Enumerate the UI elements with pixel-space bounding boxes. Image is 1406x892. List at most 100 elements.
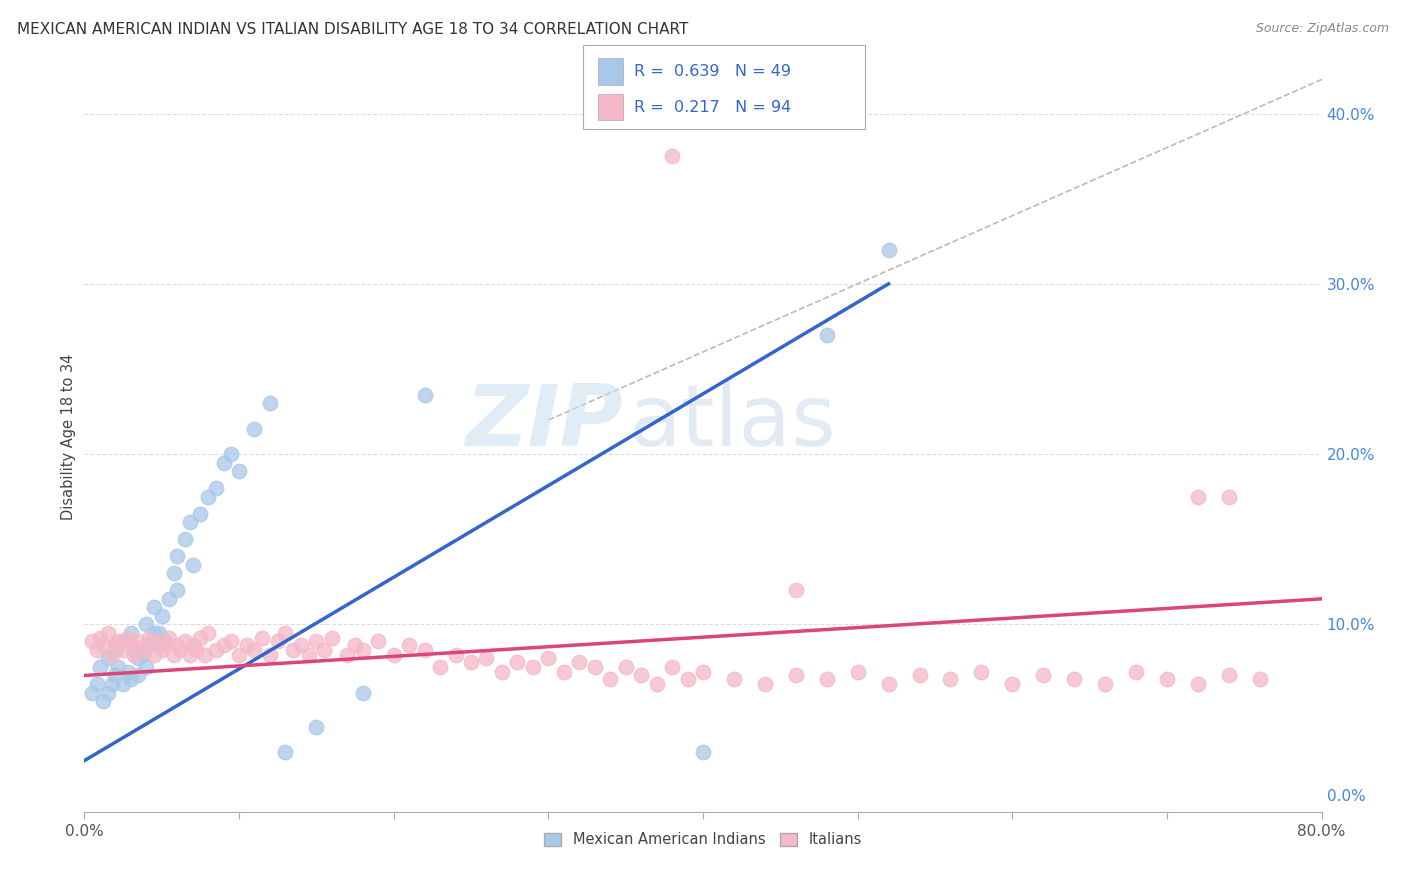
Point (235, 638, 259, 652)
Point (970, 665, 993, 679)
Point (135, 617, 157, 632)
Point (112, 643, 135, 657)
Point (343, 638, 366, 652)
Point (661, 149, 683, 163)
Point (321, 631, 343, 645)
Point (163, 566, 186, 581)
Point (398, 638, 420, 652)
Point (159, 591, 180, 606)
Point (522, 660, 544, 674)
Point (181, 558, 204, 572)
Point (352, 643, 374, 657)
Point (120, 626, 142, 640)
Point (297, 648, 319, 662)
Point (312, 643, 335, 657)
Point (599, 672, 621, 686)
Point (352, 685, 374, 699)
Point (174, 533, 197, 547)
Point (429, 660, 451, 674)
Point (815, 672, 838, 686)
Point (96, 651, 118, 665)
Point (228, 648, 250, 662)
Point (1094, 677, 1116, 691)
Point (166, 638, 188, 652)
Point (676, 672, 699, 686)
Point (179, 515, 201, 529)
Point (305, 634, 328, 648)
Point (1156, 672, 1178, 686)
Point (107, 660, 129, 674)
Point (1218, 668, 1240, 682)
Point (219, 634, 242, 648)
Point (367, 634, 389, 648)
Point (785, 668, 807, 682)
Point (1249, 672, 1271, 686)
Legend: Mexican American Indians, Italians: Mexican American Indians, Italians (537, 827, 869, 853)
Point (132, 643, 155, 657)
Point (661, 660, 683, 674)
Point (754, 677, 776, 691)
Point (491, 665, 513, 679)
Point (148, 626, 170, 640)
Point (815, 327, 838, 342)
Point (413, 643, 436, 657)
Point (188, 631, 211, 645)
Point (274, 626, 297, 640)
Point (583, 660, 606, 674)
Point (723, 672, 745, 686)
Text: R =  0.639   N = 49: R = 0.639 N = 49 (634, 64, 792, 78)
Point (148, 634, 170, 648)
Point (120, 672, 142, 686)
Point (104, 668, 127, 682)
Point (212, 638, 235, 652)
Point (82, 634, 104, 648)
Point (877, 243, 900, 257)
Point (104, 638, 127, 652)
Point (785, 583, 807, 598)
Point (143, 600, 166, 615)
Point (112, 677, 135, 691)
Point (122, 643, 145, 657)
Point (1187, 677, 1209, 691)
Point (194, 648, 217, 662)
Point (112, 634, 135, 648)
Point (107, 634, 129, 648)
Point (475, 651, 498, 665)
Point (174, 634, 197, 648)
Point (506, 655, 529, 669)
Point (101, 648, 124, 662)
Point (96, 626, 118, 640)
Point (127, 651, 149, 665)
Point (101, 677, 124, 691)
Point (153, 634, 176, 648)
Point (188, 507, 211, 521)
Text: R =  0.217   N = 94: R = 0.217 N = 94 (634, 100, 792, 114)
Point (132, 648, 155, 662)
Point (89, 660, 111, 674)
Point (568, 655, 591, 669)
Point (179, 648, 201, 662)
Point (150, 608, 173, 623)
Point (274, 745, 297, 759)
Point (96, 685, 118, 699)
Point (305, 720, 328, 734)
Point (243, 643, 266, 657)
Point (382, 648, 405, 662)
Point (877, 677, 900, 691)
Point (336, 648, 359, 662)
Point (197, 626, 219, 640)
Point (614, 660, 637, 674)
Point (537, 651, 560, 665)
Point (120, 638, 142, 652)
Point (243, 421, 266, 435)
Point (553, 665, 575, 679)
Point (181, 638, 204, 652)
Point (184, 643, 207, 657)
Text: ZIP: ZIP (465, 381, 623, 464)
Point (645, 677, 668, 691)
Point (143, 648, 166, 662)
Point (413, 387, 436, 401)
Point (166, 549, 188, 564)
Point (267, 634, 290, 648)
Point (1187, 490, 1209, 504)
